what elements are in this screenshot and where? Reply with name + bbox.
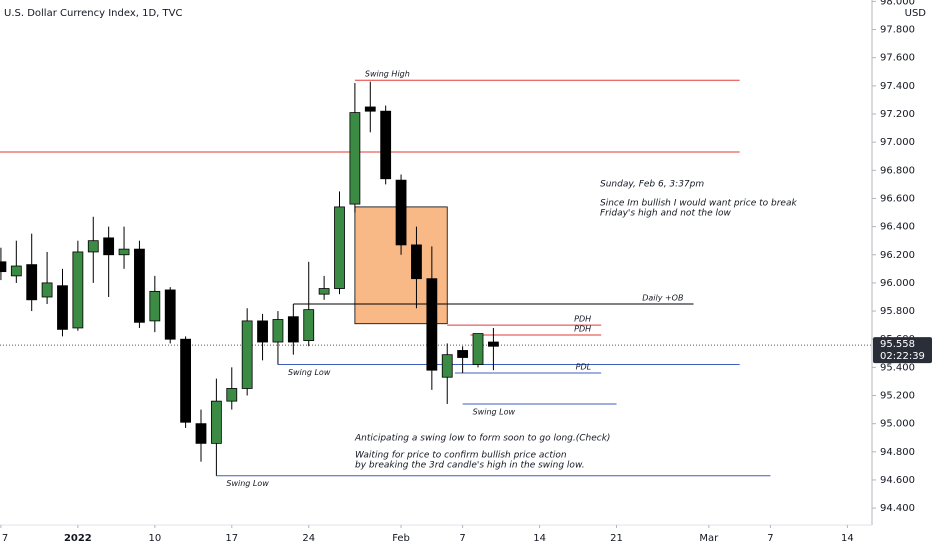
candle-body [488,341,499,347]
x-tick-label: 2022 [64,533,92,544]
y-tick-label: 95.200 [880,391,915,402]
candle-body [318,288,330,295]
candle-body [272,319,284,343]
candle-body [103,237,115,256]
y-tick-label: 95.400 [880,362,915,373]
candle-body [26,264,38,301]
level-label: Swing Low [226,479,269,488]
x-tick-label: 7 [767,533,773,544]
x-tick-label: 7 [459,533,465,544]
level-label: Swing Low [473,407,516,416]
last-price-label: 95.558 [880,339,915,350]
countdown-label: 02:22:39 [880,351,925,362]
candle-body [195,423,207,444]
last-price-box [873,337,932,364]
plot-area [0,79,872,477]
candle-body [134,248,145,323]
y-tick-label: 95.000 [880,419,915,430]
candle-body [164,289,176,340]
x-tick-label: 24 [302,533,315,544]
candle-body [118,248,130,256]
candle-body [457,350,469,358]
y-tick-label: 97.200 [880,109,915,120]
candle-body [411,244,422,280]
candle-body [364,106,376,112]
candle-body [380,110,392,180]
candle-body [0,261,7,273]
y-tick-label: 94.600 [880,475,915,486]
x-tick-label: 10 [148,533,161,544]
candle-body [287,316,299,343]
annotation: Friday's high and not the low [600,209,731,219]
level-label: PDL [576,362,591,371]
x-tick-label: Feb [392,533,410,544]
y-tick-label: 94.400 [880,503,915,514]
candle-body [180,338,192,423]
annotation: Anticipating a swing low to form soon to… [354,434,610,444]
y-tick-label: 97.400 [880,81,915,92]
candle-body [241,320,253,389]
x-tick-label: 17 [225,533,238,544]
y-tick-label: 96.200 [880,250,915,261]
y-tick-label: 95.800 [880,306,915,317]
y-tick-label: 94.800 [880,447,915,458]
x-tick-label: Mar [699,533,719,544]
y-tick-label: 98.000 [880,0,915,7]
y-tick-label: 97.600 [880,53,915,64]
y-tick-label: 97.800 [880,25,915,36]
annotation: Waiting for price to confirm bullish pri… [355,451,567,461]
y-tick-label: 96.000 [880,278,915,289]
candle-body [41,282,53,298]
x-tick-label: 14 [841,533,854,544]
x-tick-label: 7 [2,533,8,544]
level-label: Daily +OB [642,294,683,303]
level-label: PDH [574,315,591,324]
y-tick-label: 96.800 [880,165,915,176]
x-tick-label: 21 [610,533,623,544]
candle-body [426,278,438,371]
annotation: by breaking the 3rd candle's high in the… [355,461,585,471]
level-label: Swing Low [288,368,331,377]
y-tick-label: 96.400 [880,222,915,233]
candle-body [72,251,84,329]
currency: USD [905,8,927,19]
candle-body [334,206,345,289]
candle-body [303,309,315,342]
candle-body [257,320,268,343]
candle-body [441,354,453,378]
y-tick-label: 96.600 [880,193,915,204]
annotation: Since Im bullish I would want price to b… [600,199,797,209]
candle-body [57,285,68,330]
candle-body [10,265,22,277]
level-label: PDH [574,324,591,333]
y-tick-label: 97.000 [880,137,915,148]
candle-body [149,290,161,322]
level-label: Swing High [365,70,410,79]
candle-body [349,112,361,205]
candle-body [472,333,484,365]
candle-body [395,179,407,246]
candle-body [210,400,222,444]
candle-body [87,240,99,253]
x-tick-label: 14 [533,533,546,544]
chart-title: U.S. Dollar Currency Index, 1D, TVC [4,8,182,19]
annotation: Sunday, Feb 6, 3:37pm [600,180,704,190]
candle-body [226,388,238,402]
